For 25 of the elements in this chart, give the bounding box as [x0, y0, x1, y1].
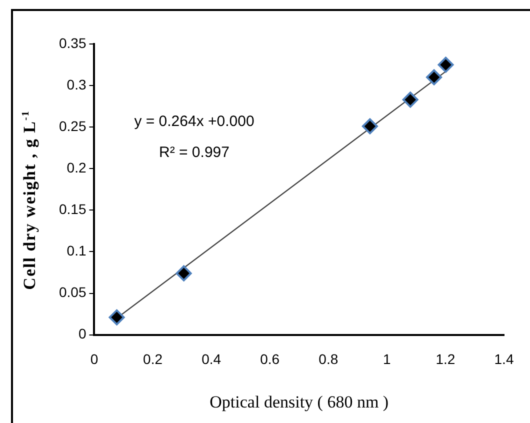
x-tick-label: 1.4 — [494, 351, 514, 368]
y-tick-label: 0.3 — [66, 76, 86, 92]
point — [176, 265, 192, 282]
point — [402, 92, 418, 108]
y-tick-label: 0.35 — [59, 34, 86, 51]
annotation: R² = 0.997 — [159, 144, 230, 161]
x-tick-label: 0.4 — [202, 351, 222, 368]
x-tick-label: 0.8 — [318, 351, 338, 368]
x-tick-label: 1.2 — [436, 351, 456, 368]
y-tick-label: 0 — [78, 326, 86, 342]
y-tick-label: 0.25 — [59, 118, 86, 134]
x-tick-label: 1 — [383, 351, 392, 368]
annotation: y = 0.264x +0.000 — [134, 113, 254, 130]
x-tick-label: 0.6 — [260, 351, 280, 368]
x-axis-title: Optical density ( 680 nm ) — [210, 392, 389, 412]
y-tick-label: 0.15 — [59, 201, 86, 218]
x-tick-label: 0 — [90, 351, 98, 368]
point — [108, 309, 125, 326]
x-tick-label: 0.2 — [143, 351, 163, 368]
y-tick-label: 0.05 — [59, 284, 86, 300]
y-tick-label: 0.2 — [66, 159, 86, 176]
point — [426, 69, 442, 86]
point — [438, 56, 454, 73]
point — [362, 118, 378, 134]
y-tick-label: 0.1 — [66, 242, 86, 259]
